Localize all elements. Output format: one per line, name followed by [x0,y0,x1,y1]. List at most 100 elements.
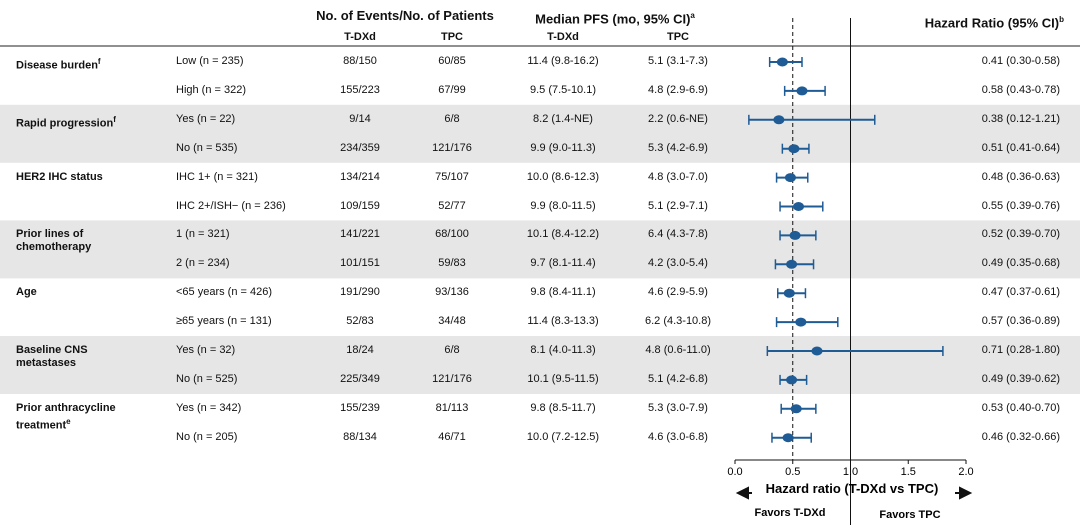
events-tdxd: 225/349 [340,372,380,385]
subgroup: 2 (n = 234) [176,257,230,270]
pfs-tpc: 4.8 (3.0-7.0) [648,170,708,183]
events-tdxd: 155/239 [340,401,380,414]
x-tick-label: 0.5 [785,466,800,478]
row-band [0,220,1080,279]
subgroup: Yes (n = 342) [176,401,242,414]
pfs-tdxd: 11.4 (8.3-13.3) [527,315,599,328]
group-label: Disease burdenf [16,55,138,73]
pfs-header: Median PFS (mo, 95% CI)a [535,9,695,25]
hr-label: 0.57 (0.36-0.89) [981,315,1060,328]
pfs-tpc: 5.3 (3.0-7.9) [648,401,708,414]
pfs-tdxd: 8.1 (4.0-11.3) [530,344,596,356]
pfs-tdxd: 10.0 (8.6-12.3) [526,170,600,183]
subgroup: ≥65 years (n = 131) [176,315,272,328]
group-label: Baseline CNS metastases [16,344,138,370]
hr-point [788,144,800,154]
events-header: No. of Events/No. of Patients [316,8,494,23]
group-name: Prior anthracycline treatment [16,401,116,432]
events-tpc: 68/100 [435,228,469,241]
pfs-tpc: 4.8 (0.6-11.0) [645,344,711,356]
events-tpc: 59/83 [438,257,466,270]
row-band [0,336,1080,394]
events-tdxd: 18/24 [346,344,374,356]
events-tdxd: 88/150 [343,55,377,67]
footnote-mark: f [97,57,101,66]
events-tpc: 121/176 [432,141,472,154]
pfs-tpc: 4.6 (2.9-5.9) [648,286,708,299]
pfs-tpc: 5.1 (2.9-7.1) [648,199,708,212]
events-tdxd: 141/221 [340,228,380,241]
group-name: Prior lines of chemotherapy [16,228,92,254]
events-tpc: 93/136 [435,286,469,299]
events-tdxd: 191/290 [340,286,380,299]
group-name: Disease burden [16,59,98,72]
events-tdxd: 109/159 [340,199,380,212]
arm-header: T-DXd [344,31,376,43]
hr-point [786,259,798,269]
pfs-tdxd: 9.8 (8.4-11.1) [530,286,596,299]
group-label: Prior lines of chemotherapy [16,228,138,254]
group-label: HER2 IHC status [16,171,138,184]
pfs-tdxd: 9.7 (8.1-11.4) [530,257,596,270]
group-name: Rapid progression [16,117,114,130]
hr-point [789,230,801,240]
arm-header: TPC [441,31,463,43]
events-tdxd: 101/151 [340,257,380,270]
subgroup: Yes (n = 32) [176,344,236,356]
group-name: Age [16,286,37,299]
hr-label: 0.49 (0.35-0.68) [981,257,1060,270]
hr-point [811,346,823,356]
x-tick-label: 2.0 [958,466,973,478]
events-tpc: 75/107 [435,170,469,183]
subgroup: No (n = 525) [176,372,238,385]
hr-point [793,202,805,211]
x-tick-label: 1.5 [901,466,916,478]
hr-label: 0.52 (0.39-0.70) [981,228,1060,241]
hr-point [784,173,796,183]
events-tdxd: 155/223 [340,83,380,96]
hr-label: 0.38 (0.12-1.21) [981,112,1060,125]
hr-point [795,317,807,327]
arrow-right [955,486,973,500]
subgroup: 1 (n = 321) [176,228,230,241]
events-tpc: 121/176 [432,372,472,385]
hr-label: 0.58 (0.43-0.78) [981,83,1060,96]
hr-label: 0.51 (0.41-0.64) [981,141,1060,154]
pfs-tdxd: 9.9 (8.0-11.5) [530,199,596,212]
subgroup: High (n = 322) [176,83,247,96]
group-label: Rapid progressionf [16,113,138,131]
pfs-tpc: 4.2 (3.0-5.4) [648,257,708,270]
arrow-left [735,486,752,500]
events-tdxd: 134/214 [340,170,380,183]
pfs-tpc: 6.2 (4.3-10.8) [644,315,712,328]
events-tpc: 6/8 [444,112,460,125]
pfs-tdxd: 10.1 (9.5-11.5) [527,372,599,385]
pfs-tpc: 4.8 (2.9-6.9) [648,83,708,96]
footnote-mark: f [113,114,116,124]
subgroup: IHC 1+ (n = 321) [176,170,258,183]
hr-label: 0.46 (0.32-0.66) [981,430,1060,443]
events-tpc: 67/99 [438,83,466,96]
events-tpc: 6/8 [444,344,460,356]
events-tdxd: 88/134 [343,430,377,443]
subgroup: No (n = 205) [176,430,238,443]
footnote-mark: b [1059,15,1064,24]
subgroup: No (n = 535) [176,141,238,154]
hr-label: 0.53 (0.40-0.70) [981,401,1060,414]
hr-point [790,404,802,414]
group-name: Baseline CNS metastases [16,344,88,369]
pfs-tdxd: 11.4 (9.8-16.2) [527,55,599,67]
footnote-mark: e [66,416,71,426]
pfs-tdxd: 9.8 (8.5-11.7) [530,401,596,414]
row-band [0,104,1080,163]
hr-point [782,433,794,443]
events-tdxd: 9/14 [349,112,371,125]
subgroup: IHC 2+/ISH− (n = 236) [176,199,286,212]
hr-point [773,115,785,125]
hr-header: Hazard Ratio (95% CI)b [925,13,1064,29]
pfs-tdxd: 9.5 (7.5-10.1) [529,83,597,96]
pfs-tpc: 5.3 (4.2-6.9) [648,141,708,154]
hr-point [776,57,788,67]
